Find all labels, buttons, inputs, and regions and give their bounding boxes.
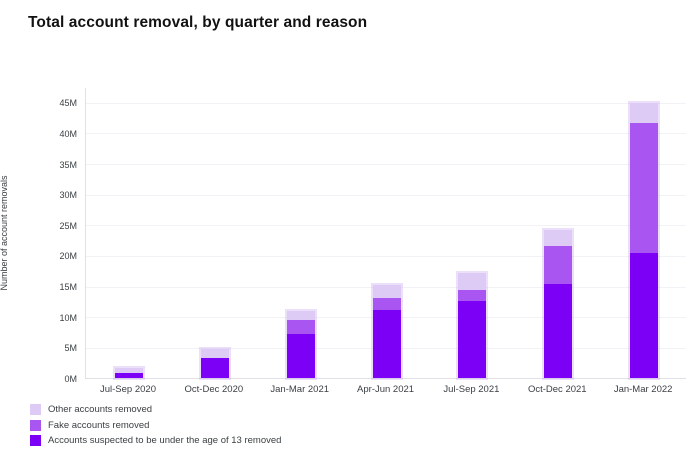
chart-legend: Other accounts removed Fake accounts remo… — [30, 402, 281, 449]
gridline — [86, 255, 686, 257]
gridline — [86, 133, 686, 135]
y-tick-label: 0M — [64, 374, 77, 384]
y-tick-label: 20M — [59, 251, 77, 262]
y-tick-label: 35M — [59, 159, 77, 170]
y-tick-label: 40M — [59, 128, 77, 139]
legend-item: Fake accounts removed — [30, 418, 281, 434]
plot-area — [85, 88, 686, 379]
y-tick-label: 25M — [59, 220, 77, 231]
bar-segment — [286, 333, 315, 378]
bar-jul-sep-2020 — [114, 368, 143, 378]
bar-apr-jun-2021 — [372, 284, 401, 378]
bar-jan-mar-2021 — [286, 310, 315, 378]
bar-jan-mar-2022 — [630, 102, 659, 378]
bar-segment — [458, 272, 487, 290]
legend-swatch-icon — [30, 435, 41, 447]
x-tick-label: Jan-Mar 2021 — [270, 384, 330, 395]
bar-segment — [630, 102, 659, 123]
legend-item: Accounts suspected to be under the age o… — [30, 433, 281, 449]
gridline — [86, 164, 686, 166]
x-tick-label: Jul-Sep 2021 — [443, 384, 500, 395]
y-tick-label: 5M — [64, 343, 77, 354]
bar-segment — [372, 298, 401, 310]
bar-segment — [372, 284, 401, 299]
x-tick-label: Apr-Jun 2021 — [357, 384, 415, 395]
legend-label: Other accounts removed — [48, 404, 153, 416]
x-tick-label: Oct-Dec 2021 — [527, 384, 587, 395]
gridline — [86, 102, 686, 104]
bar-jul-sep-2021 — [458, 272, 487, 378]
bar-segment — [286, 319, 315, 334]
y-tick-label: 30M — [59, 190, 77, 201]
bar-segment — [544, 246, 573, 284]
bar-oct-dec-2020 — [200, 349, 229, 378]
legend-label: Fake accounts removed — [48, 419, 150, 431]
page-title: Total account removal, by quarter and re… — [28, 14, 368, 31]
bar-segment — [200, 349, 229, 358]
y-tick-label: 15M — [59, 282, 77, 293]
bar-segment — [114, 368, 143, 374]
gridline — [86, 194, 686, 196]
bar-segment — [286, 310, 315, 320]
x-tick-label: Jan-Mar 2022 — [613, 384, 673, 395]
bar-segment — [200, 357, 229, 378]
bar-segment — [458, 301, 487, 378]
y-tick-label: 45M — [59, 98, 77, 109]
bar-segment — [630, 253, 659, 378]
bar-segment — [458, 289, 487, 302]
y-axis-title: Number of account removals — [0, 175, 9, 291]
x-tick-label: Jul-Sep 2020 — [100, 384, 156, 395]
x-tick-label: Oct-Dec 2020 — [184, 384, 244, 395]
bar-segment — [630, 122, 659, 254]
y-tick-label: 10M — [59, 312, 77, 323]
bar-oct-dec-2021 — [544, 229, 573, 378]
legend-item: Other accounts removed — [30, 402, 281, 418]
bar-segment — [544, 283, 573, 378]
bar-segment — [544, 229, 573, 247]
gridline — [86, 225, 686, 227]
bar-segment — [372, 310, 401, 378]
legend-swatch-icon — [30, 419, 41, 431]
legend-swatch-icon — [30, 404, 41, 416]
bar-segment — [114, 373, 143, 378]
legend-label: Accounts suspected to be under the age o… — [48, 435, 282, 447]
